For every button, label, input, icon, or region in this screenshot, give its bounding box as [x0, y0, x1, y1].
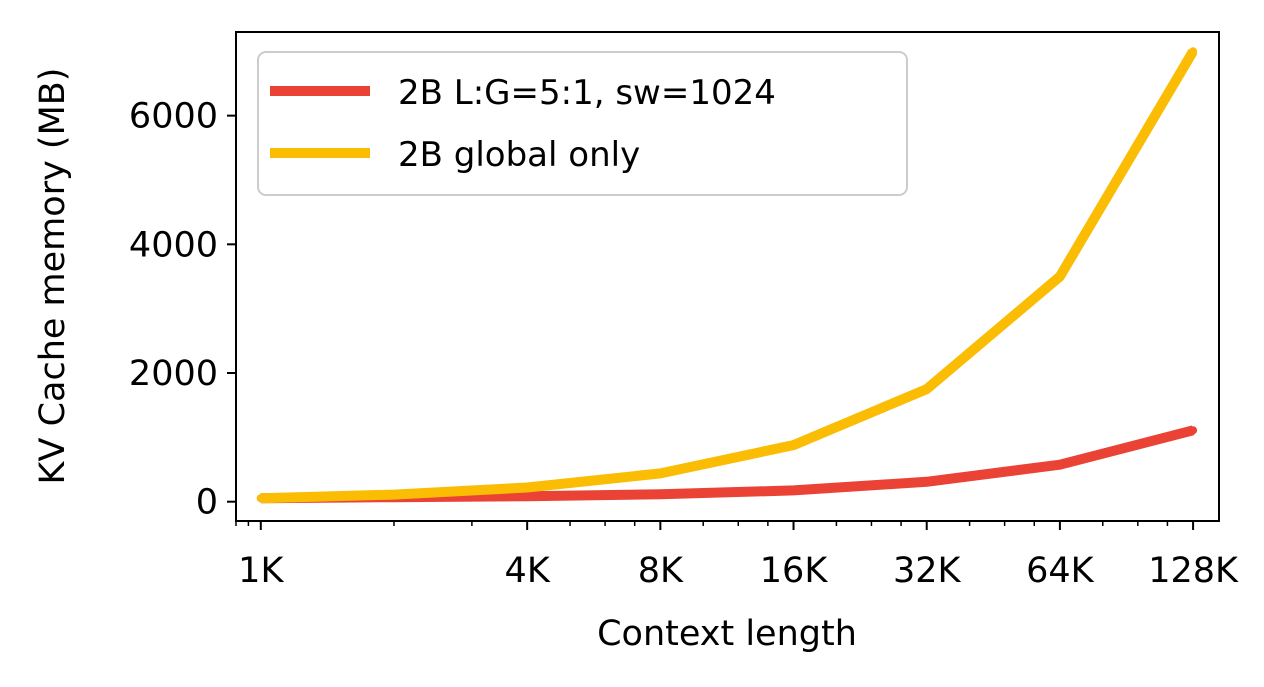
data-point: [922, 477, 931, 486]
x-tick-label: 64K: [1026, 551, 1095, 591]
y-axis-title: KV Cache memory (MB): [33, 68, 73, 485]
x-tick-label: 1K: [238, 551, 284, 591]
data-point: [390, 490, 398, 499]
y-tick-label: 4000: [129, 225, 218, 265]
data-point: [523, 492, 532, 501]
data-point: [523, 483, 532, 492]
data-point: [1189, 426, 1198, 435]
x-tick-label: 32K: [893, 551, 962, 591]
legend: 2B L:G=5:1, sw=1024 2B global only: [257, 51, 908, 196]
data-point: [789, 441, 798, 450]
data-point: [1189, 47, 1198, 56]
data-point: [256, 494, 265, 503]
data-point: [922, 385, 931, 394]
x-tick-label: 128K: [1148, 551, 1239, 591]
y-tick-label: 6000: [129, 97, 218, 137]
ticks-layer: 1K 4K 8K 16K 32K 64K 128K 0 2000 4000 6000: [129, 97, 1239, 591]
legend-box: [257, 51, 908, 196]
series-line-1: [260, 48, 1198, 504]
x-tick-label: 8K: [638, 551, 684, 591]
y-tick-label: 0: [196, 483, 218, 523]
data-point: [789, 486, 798, 495]
data-point: [656, 490, 665, 499]
x-tick-label: 4K: [505, 551, 551, 591]
plot-area-frame: [235, 31, 1220, 522]
x-tick-label: 16K: [760, 551, 829, 591]
x-axis-title: Context length: [597, 614, 857, 654]
data-point: [1055, 460, 1064, 469]
data-point: [1055, 272, 1064, 281]
series-layer: [256, 47, 1198, 504]
legend-label-series-0: 2B L:G=5:1, sw=1024: [398, 73, 776, 113]
y-tick-label: 2000: [129, 354, 218, 394]
legend-label-series-1: 2B global only: [398, 135, 640, 175]
data-point: [656, 469, 665, 478]
